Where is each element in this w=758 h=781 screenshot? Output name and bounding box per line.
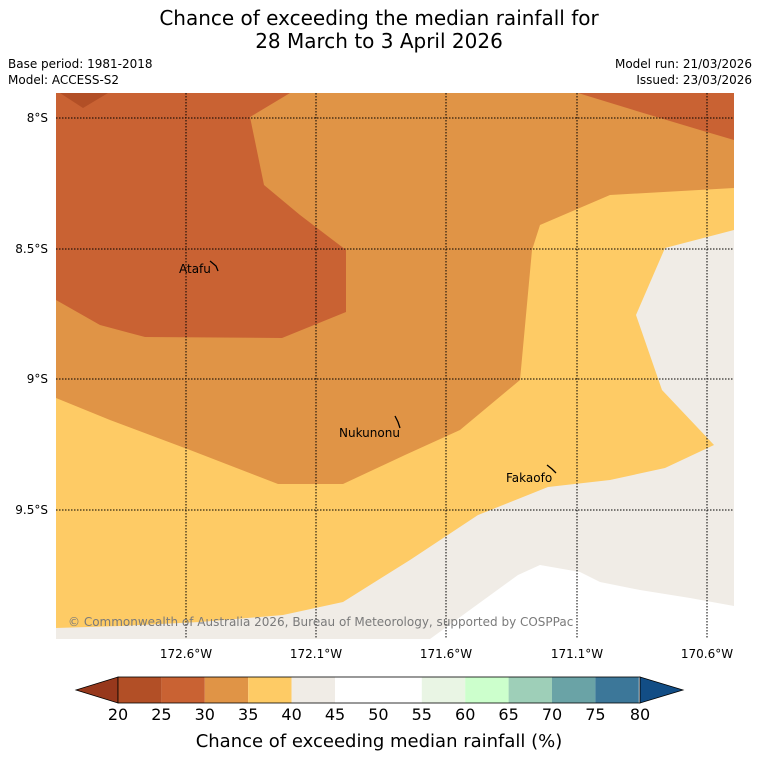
colorbar-swatch-45-50 (335, 677, 378, 703)
colorbar-tick-70: 70 (542, 705, 562, 724)
colorbar-swatch-20-25 (118, 677, 161, 703)
colorbar-swatch-75-80 (595, 677, 638, 703)
place-label-nukunonu: Nukunonu (339, 426, 400, 440)
colorbar-swatch-35-40 (248, 677, 291, 703)
colorbar-tick-25: 25 (151, 705, 171, 724)
rainfall-map-figure: Atafu Nukunonu Fakaofo © Commonwealth of… (0, 0, 758, 781)
place-label-atafu: Atafu (179, 262, 211, 276)
colorbar-tick-50: 50 (368, 705, 388, 724)
lat-label-9-5s: 9.5°S (15, 503, 48, 517)
colorbar-swatch-55-60 (422, 677, 465, 703)
colorbar-swatch-50-55 (378, 677, 421, 703)
colorbar: 20 25 30 35 40 45 50 55 60 65 70 75 80 C… (76, 677, 683, 752)
place-label-fakaofo: Fakaofo (506, 471, 552, 485)
colorbar-extend-low (76, 677, 118, 703)
colorbar-tick-80: 80 (630, 705, 650, 724)
lon-label-172-1w: 172.1°W (290, 647, 342, 661)
lon-label-170-6w: 170.6°W (681, 647, 733, 661)
copyright-notice: © Commonwealth of Australia 2026, Bureau… (68, 615, 573, 629)
lon-label-171-6w: 171.6°W (420, 647, 472, 661)
colorbar-swatch-25-30 (161, 677, 204, 703)
colorbar-swatch-30-35 (205, 677, 248, 703)
colorbar-tick-65: 65 (498, 705, 518, 724)
colorbar-extend-high (640, 677, 683, 703)
colorbar-swatch-65-70 (509, 677, 552, 703)
lat-label-9s: 9°S (27, 372, 48, 386)
colorbar-title: Chance of exceeding median rainfall (%) (196, 731, 563, 752)
lon-label-171-1w: 171.1°W (551, 647, 603, 661)
colorbar-tick-45: 45 (325, 705, 345, 724)
lat-label-8s: 8°S (27, 111, 48, 125)
colorbar-tick-30: 30 (195, 705, 215, 724)
lon-label-172-6w: 172.6°W (160, 647, 212, 661)
colorbar-tick-20: 20 (108, 705, 128, 724)
colorbar-tick-55: 55 (412, 705, 432, 724)
colorbar-swatch-70-75 (552, 677, 595, 703)
colorbar-tick-75: 75 (585, 705, 605, 724)
map-plot-area (56, 93, 734, 639)
colorbar-tick-35: 35 (238, 705, 258, 724)
colorbar-tick-60: 60 (455, 705, 475, 724)
colorbar-tick-40: 40 (281, 705, 301, 724)
lat-label-8-5s: 8.5°S (15, 242, 48, 256)
colorbar-swatch-60-65 (465, 677, 508, 703)
colorbar-swatch-40-45 (292, 677, 335, 703)
